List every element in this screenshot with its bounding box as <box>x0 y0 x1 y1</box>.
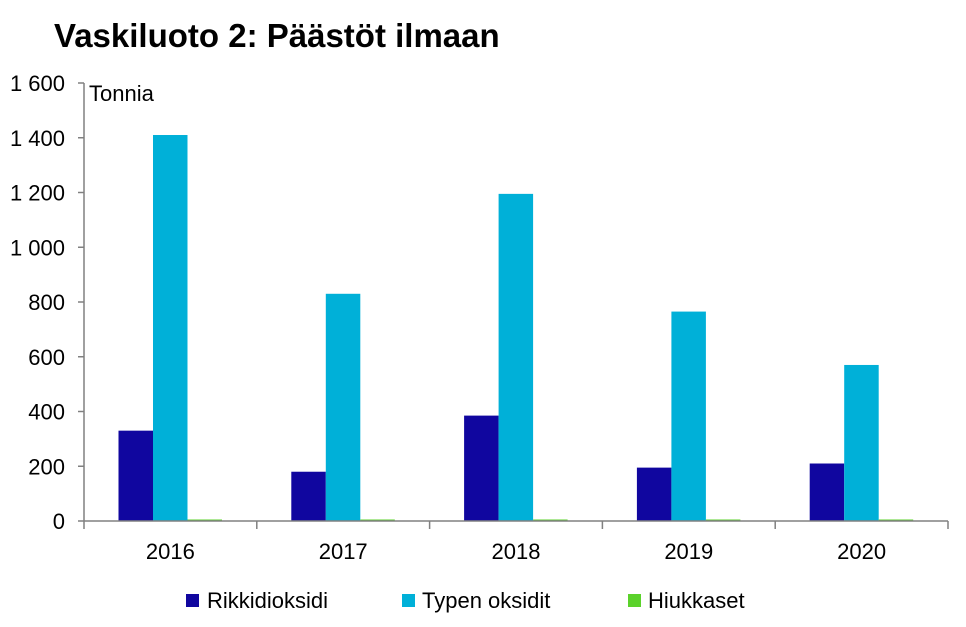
x-tick-label: 2017 <box>319 539 368 564</box>
legend-swatch <box>628 594 641 607</box>
y-tick-label: 0 <box>53 509 65 534</box>
x-tick-label: 2020 <box>837 539 886 564</box>
legend-label: Rikkidioksidi <box>207 588 328 613</box>
legend-swatch <box>186 594 199 607</box>
legend: Rikkidioksidi Typen oksidit Hiukkaset <box>186 588 745 613</box>
y-tick-label: 800 <box>28 290 65 315</box>
bar-rikkidioksidi-2019 <box>636 467 672 521</box>
bar-typen-oksidit-2019 <box>671 311 706 521</box>
y-tick-label: 1 600 <box>10 71 65 96</box>
bar-rikkidioksidi-2017 <box>291 471 326 521</box>
plot-area <box>118 135 914 521</box>
bar-typen-oksidit-2016 <box>153 135 188 521</box>
bar-typen-oksidit-2020 <box>844 364 879 521</box>
legend-item-hiukkaset: Hiukkaset <box>628 588 745 613</box>
bar-rikkidioksidi-2018 <box>464 415 499 521</box>
y-tick-label: 600 <box>28 345 65 370</box>
legend-swatch <box>402 594 415 607</box>
y-tick-label: 1 200 <box>10 181 65 206</box>
y-axis: 1 600 1 400 1 200 1 000 800 600 400 200 0 <box>10 71 85 534</box>
x-tick-label: 2016 <box>146 539 195 564</box>
legend-label: Typen oksidit <box>422 588 550 613</box>
legend-label: Hiukkaset <box>648 588 745 613</box>
y-tick-label: 1 400 <box>10 126 65 151</box>
y-unit-label: Tonnia <box>89 81 155 106</box>
chart-title: Vaskiluoto 2: Päästöt ilmaan <box>54 17 500 54</box>
y-tick-label: 200 <box>28 454 65 479</box>
y-tick-label: 400 <box>28 400 65 425</box>
bar-rikkidioksidi-2016 <box>118 430 153 521</box>
x-tick-label: 2018 <box>492 539 541 564</box>
bar-typen-oksidit-2017 <box>325 293 361 521</box>
x-axis: 2016 2017 2018 2019 2020 <box>83 520 949 564</box>
bar-typen-oksidit-2018 <box>498 193 534 521</box>
legend-item-rikkidioksidi: Rikkidioksidi <box>186 588 328 613</box>
x-tick-label: 2019 <box>664 539 713 564</box>
bar-rikkidioksidi-2020 <box>809 463 845 521</box>
y-tick-label: 1 000 <box>10 235 65 260</box>
legend-item-typen-oksidit: Typen oksidit <box>402 588 550 613</box>
